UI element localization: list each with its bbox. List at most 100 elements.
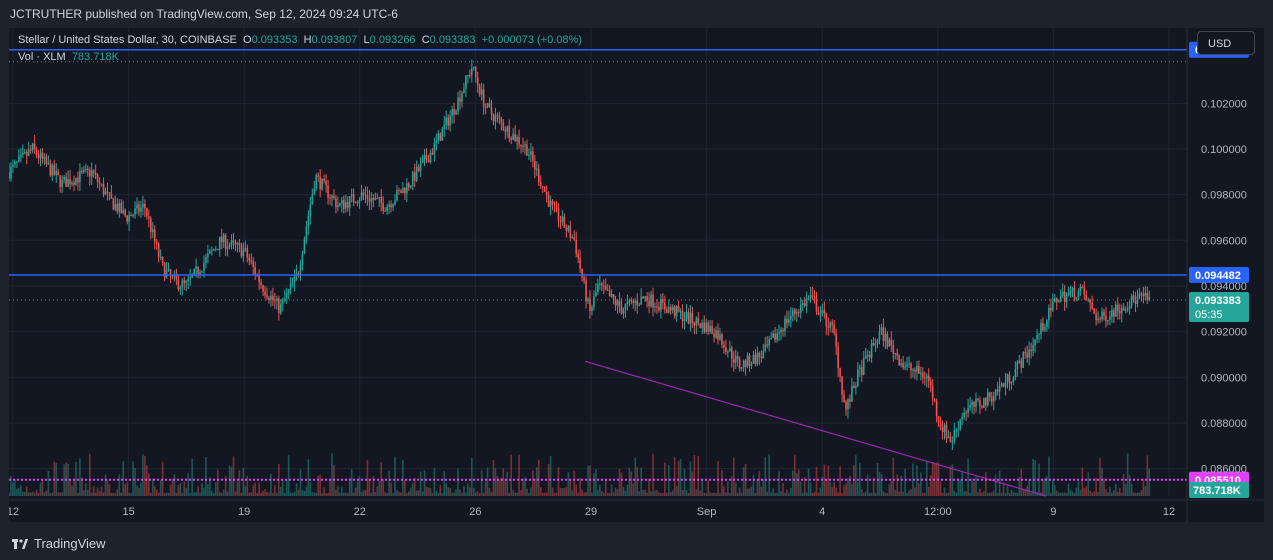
volume-bar	[197, 485, 199, 496]
volume-bar	[543, 492, 546, 496]
candle-body	[864, 355, 867, 359]
low-label: L	[363, 34, 370, 46]
candle-body	[689, 312, 692, 324]
volume-bar	[230, 466, 233, 496]
volume-bar	[350, 469, 353, 496]
candle-body	[108, 192, 111, 194]
volume-bar	[1020, 468, 1023, 496]
volume-bar	[770, 492, 772, 496]
candle-body	[555, 204, 558, 208]
volume-bar	[902, 491, 904, 496]
volume-bar	[421, 491, 424, 496]
volume-bar	[969, 492, 971, 496]
candle-body	[536, 168, 538, 170]
volume-bar	[746, 488, 749, 496]
y-tick-label: 0.090000	[1201, 372, 1247, 384]
volume-bar	[413, 477, 416, 496]
candle-body	[183, 280, 186, 283]
candle-body	[398, 190, 400, 192]
volume-bar	[534, 478, 536, 496]
candle-body	[419, 163, 422, 171]
tradingview-brand[interactable]: TradingView	[12, 536, 106, 551]
volume-bar	[721, 469, 723, 496]
volume-bar	[92, 486, 95, 496]
price-chart[interactable]: 0.1043490.0944820.0855100.09338305:35783…	[9, 28, 1264, 522]
last-price-label: 0.093383	[1195, 295, 1241, 307]
volume-bar	[220, 492, 223, 496]
volume-bar	[151, 478, 154, 496]
candle-body	[593, 296, 595, 308]
candle-body	[181, 280, 184, 288]
candle-body	[1044, 327, 1046, 331]
chart-area[interactable]: 0.1043490.0944820.0855100.09338305:35783…	[9, 28, 1264, 522]
volume-bar	[1146, 455, 1149, 496]
candle-body	[644, 296, 646, 299]
candle-body	[821, 309, 824, 314]
candle-body	[213, 249, 215, 251]
volume-bar	[547, 464, 550, 496]
price-axis[interactable]: 0.102000 0.100000 0.098000 0.096000 0.094000…	[1186, 28, 1247, 522]
candle-body	[376, 198, 379, 200]
time-axis[interactable]: 12 15 19 22 26 29 Sep 4 12:00 9 12	[9, 499, 1264, 518]
volume-bar	[189, 492, 191, 496]
candle-body	[664, 302, 666, 310]
volume-bar	[794, 455, 796, 496]
candle-body	[474, 66, 477, 78]
volume-bar	[482, 492, 485, 496]
volume-bar	[1087, 472, 1090, 496]
volume-bar	[799, 481, 802, 496]
volume-bar	[1032, 458, 1034, 496]
candle-body	[790, 315, 792, 320]
trendline[interactable]	[584, 360, 1046, 497]
candle-body	[727, 351, 729, 353]
candle-body	[319, 176, 321, 190]
volume-bar	[847, 478, 849, 496]
volume-bar	[130, 493, 132, 496]
candle-body	[1085, 294, 1088, 301]
volume-bar	[841, 493, 843, 496]
volume-bar	[994, 474, 997, 496]
candle-body	[587, 298, 589, 302]
currency-button[interactable]: USD	[1197, 31, 1255, 55]
candle-body	[1053, 298, 1056, 302]
volume-bar	[159, 480, 162, 496]
volume-bar	[774, 492, 776, 496]
volume-bar	[599, 484, 601, 496]
candle-body	[144, 203, 146, 209]
candle-body	[159, 257, 162, 259]
candle-body	[149, 218, 152, 233]
volume-bar	[335, 490, 337, 496]
candle-body	[1036, 335, 1038, 340]
candle-body	[602, 285, 605, 287]
candle-body	[730, 347, 733, 360]
volume-bar	[805, 492, 808, 496]
candle-body	[1148, 296, 1151, 300]
candle-body	[433, 142, 436, 155]
volume-bar	[642, 489, 644, 496]
volume-bar	[709, 492, 711, 496]
volume-bar	[307, 459, 310, 496]
candle-body	[667, 307, 670, 313]
candle-body	[88, 170, 91, 177]
volume-bar	[965, 490, 967, 496]
candle-body	[1124, 309, 1127, 311]
volume-bar	[1030, 492, 1032, 496]
volume-bar	[445, 483, 448, 496]
candle-body	[138, 204, 140, 212]
candle-body	[380, 196, 383, 204]
candle-body	[276, 298, 278, 301]
volume-bar	[987, 492, 989, 496]
volume-bar	[148, 473, 150, 496]
high-value: 0.093807	[311, 34, 358, 46]
candle-body	[652, 294, 654, 308]
volume-label-box	[1189, 482, 1249, 498]
candle-body	[900, 363, 902, 366]
volume-bar	[406, 492, 408, 496]
volume-bar	[823, 464, 826, 496]
volume-bar	[39, 482, 42, 496]
candle-body	[1109, 316, 1111, 321]
volume-bar	[727, 481, 729, 496]
candle-body	[766, 344, 769, 346]
volume-bar	[1028, 479, 1030, 496]
volume-bar	[348, 478, 351, 496]
